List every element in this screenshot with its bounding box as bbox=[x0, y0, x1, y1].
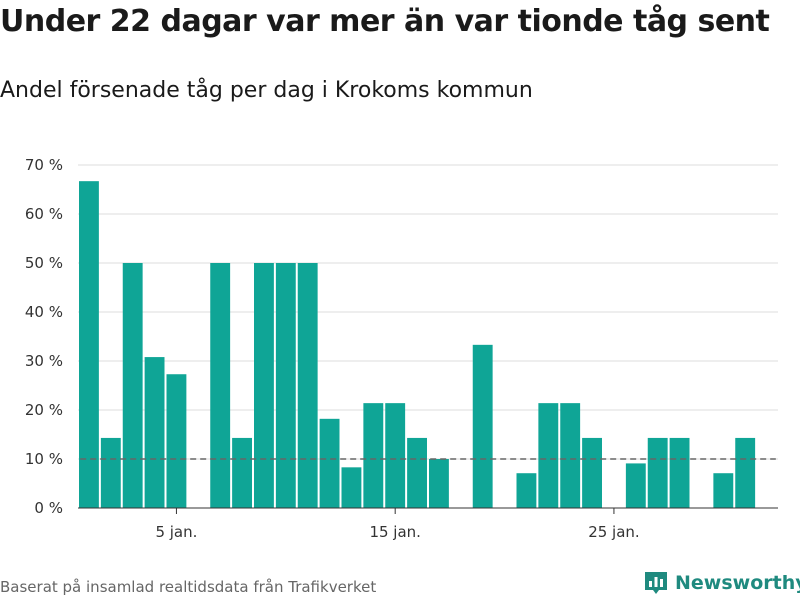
bar bbox=[735, 437, 756, 508]
chart-title: Under 22 dagar var mer än var tionde tåg… bbox=[0, 4, 770, 39]
bar bbox=[429, 459, 449, 508]
bar bbox=[254, 263, 274, 508]
bar-chart-logo-icon bbox=[645, 572, 667, 594]
bar bbox=[647, 437, 668, 508]
source-note: Baserat på insamlad realtidsdata från Tr… bbox=[0, 578, 377, 596]
bar bbox=[79, 181, 99, 509]
bar bbox=[297, 263, 318, 508]
bar bbox=[275, 263, 296, 508]
y-tick-label: 0 % bbox=[34, 499, 63, 517]
bar bbox=[538, 403, 559, 508]
bar bbox=[100, 437, 121, 508]
bar bbox=[625, 463, 646, 508]
y-tick-label: 70 % bbox=[25, 156, 63, 174]
bar bbox=[472, 344, 493, 508]
x-tick-label: 25 jan. bbox=[588, 523, 640, 541]
x-tick-label: 5 jan. bbox=[155, 523, 197, 541]
bar bbox=[210, 263, 231, 508]
bar bbox=[144, 357, 165, 508]
bar bbox=[341, 467, 362, 508]
bar bbox=[319, 418, 340, 508]
chart-subtitle: Andel försenade tåg per dag i Krokoms ko… bbox=[0, 78, 533, 103]
bar bbox=[166, 374, 187, 508]
brand-name: Newsworthy bbox=[675, 572, 800, 594]
brand-logo[interactable]: Newsworthy bbox=[643, 570, 800, 596]
y-tick-label: 40 % bbox=[25, 303, 63, 321]
bar bbox=[385, 403, 406, 508]
bar bbox=[232, 437, 252, 508]
y-tick-label: 60 % bbox=[25, 205, 63, 223]
bar bbox=[582, 437, 602, 508]
bar bbox=[122, 263, 143, 508]
bar bbox=[363, 403, 384, 508]
y-tick-label: 10 % bbox=[25, 450, 63, 468]
bar bbox=[713, 473, 734, 508]
y-tick-label: 30 % bbox=[25, 352, 63, 370]
bar bbox=[516, 473, 537, 508]
y-tick-label: 50 % bbox=[25, 254, 63, 272]
bar bbox=[560, 403, 581, 508]
y-tick-label: 20 % bbox=[25, 401, 63, 419]
bar bbox=[407, 437, 427, 508]
x-tick-label: 15 jan. bbox=[369, 523, 421, 541]
bar bbox=[669, 437, 690, 508]
